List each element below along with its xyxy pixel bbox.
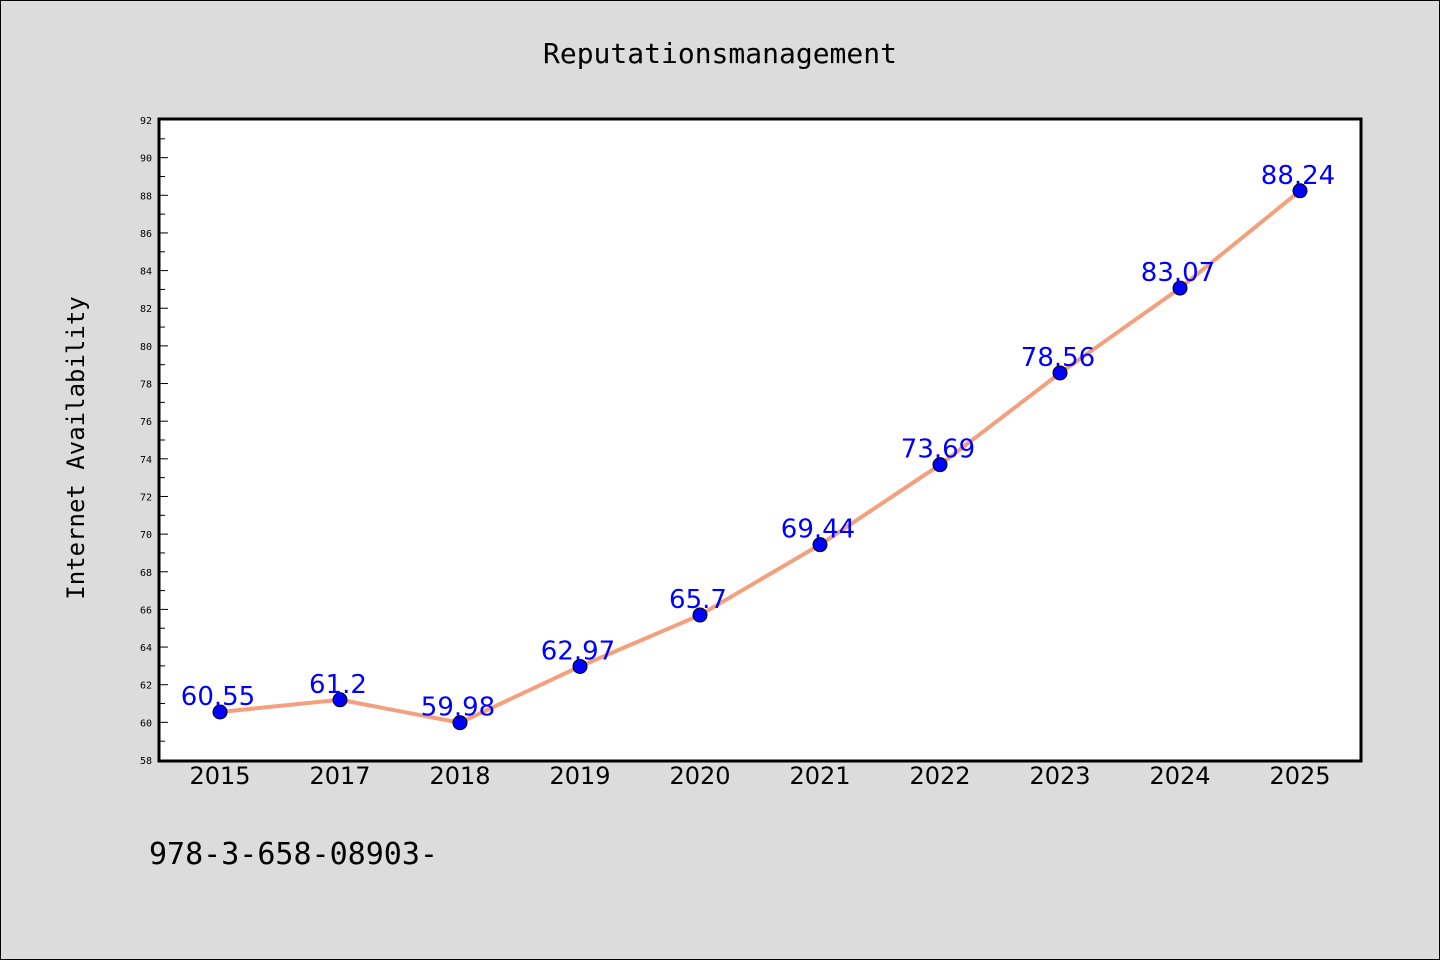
x-tick-label: 2019 bbox=[549, 762, 610, 790]
data-point-marker bbox=[332, 692, 348, 708]
data-label: 60.55 bbox=[181, 682, 255, 712]
y-tick-label: 84 bbox=[140, 267, 152, 278]
plot-area bbox=[157, 117, 1363, 763]
data-label: 83.07 bbox=[1141, 258, 1215, 288]
x-tick-label: 2018 bbox=[429, 762, 490, 790]
series-line bbox=[218, 188, 1302, 725]
data-label: 78.56 bbox=[1021, 343, 1095, 373]
x-tick-label: 2024 bbox=[1149, 762, 1210, 790]
x-tick-label: 2020 bbox=[669, 762, 730, 790]
y-tick-label: 86 bbox=[140, 229, 152, 240]
data-label: 88.24 bbox=[1261, 161, 1335, 191]
y-tick-label: 92 bbox=[140, 116, 152, 127]
data-label: 61.2 bbox=[309, 670, 367, 700]
y-tick-label: 74 bbox=[140, 455, 152, 466]
y-tick-label: 58 bbox=[140, 756, 152, 767]
data-point-marker bbox=[452, 715, 468, 731]
data-label: 73.69 bbox=[901, 435, 975, 465]
y-tick-label: 62 bbox=[140, 681, 152, 692]
x-tick-label: 2023 bbox=[1029, 762, 1090, 790]
y-tick-label: 80 bbox=[140, 342, 152, 353]
data-label: 69.44 bbox=[781, 515, 855, 545]
data-point-marker bbox=[1052, 365, 1068, 381]
data-point-marker bbox=[932, 457, 948, 473]
y-tick-label: 66 bbox=[140, 605, 152, 616]
y-tick-label: 88 bbox=[140, 191, 152, 202]
data-label: 62.97 bbox=[541, 636, 615, 666]
data-point-marker bbox=[1292, 183, 1308, 199]
data-label: 65.7 bbox=[669, 585, 727, 615]
data-labels: 60.55 61.2 59.98 62.97 65.7 69.44 73.69 78.56 83… bbox=[181, 161, 1335, 723]
y-tick-label: 82 bbox=[140, 304, 152, 315]
series-line-group bbox=[218, 188, 1302, 725]
data-point-marker bbox=[692, 607, 708, 623]
y-tick-label: 76 bbox=[140, 417, 152, 428]
footnote-text: 978-3-658-08903- bbox=[149, 837, 438, 872]
chart-title: Reputationsmanagement bbox=[543, 37, 897, 70]
data-label: 59.98 bbox=[421, 693, 495, 723]
data-point-marker bbox=[212, 704, 228, 720]
x-tick-label: 2022 bbox=[909, 762, 970, 790]
y-tick-label: 70 bbox=[140, 530, 152, 541]
data-point-marker bbox=[812, 537, 828, 553]
x-tick-label: 2025 bbox=[1269, 762, 1330, 790]
y-axis-label: Internet Availability bbox=[62, 296, 90, 599]
y-tick-label: 64 bbox=[140, 643, 152, 654]
y-tick-label: 90 bbox=[140, 154, 152, 165]
x-tick-label: 2015 bbox=[189, 762, 250, 790]
x-tick-label: 2021 bbox=[789, 762, 850, 790]
y-tick-label: 60 bbox=[140, 718, 152, 729]
data-markers bbox=[212, 183, 1308, 731]
y-tick-label: 78 bbox=[140, 380, 152, 391]
x-axis-ticks: 2015 2017 2018 2019 2020 2021 2022 2023 2024 2025 bbox=[189, 762, 1330, 790]
y-tick-label: 72 bbox=[140, 492, 152, 503]
data-point-marker bbox=[572, 658, 588, 674]
x-tick-label: 2017 bbox=[309, 762, 370, 790]
data-point-marker bbox=[1172, 280, 1188, 296]
y-tick-label: 68 bbox=[140, 568, 152, 579]
y-axis-ticks: 58 60 62 64 66 68 70 72 74 76 78 80 82 84 86 88 90 92 bbox=[140, 116, 168, 767]
